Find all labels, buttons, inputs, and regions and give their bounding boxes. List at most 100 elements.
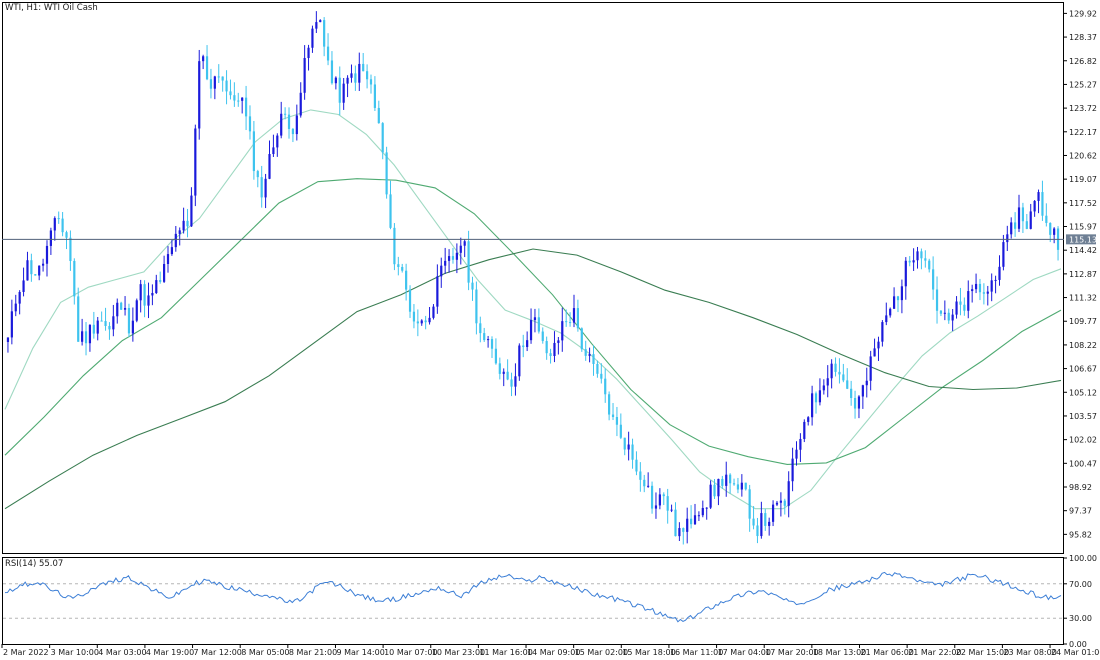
candle-body <box>795 449 798 459</box>
candle-body <box>264 178 267 198</box>
time-tick-label: 17 Mar 20:00 <box>765 648 818 657</box>
candle-body <box>377 107 380 124</box>
candle-body <box>838 371 841 375</box>
candle-body <box>604 378 607 395</box>
candle-body <box>568 322 572 324</box>
candle-body <box>408 289 412 312</box>
candle-body <box>397 264 400 267</box>
rsi-line <box>4 571 1062 623</box>
time-tick-label: 22 Mar 15:00 <box>956 648 1009 657</box>
candle-body <box>471 282 474 290</box>
candle-body <box>611 414 615 418</box>
price-y-tick-label: 108.22 <box>1069 341 1097 350</box>
time-tick-label: 14 Mar 09:00 <box>527 648 580 657</box>
price-y-tick-label: 115.97 <box>1069 223 1097 232</box>
candle-body <box>647 485 650 487</box>
candle-body <box>202 56 205 62</box>
candle-body <box>619 424 622 438</box>
candle-body <box>213 76 216 89</box>
candle-body <box>10 311 13 338</box>
price-y-tick-label: 95.82 <box>1069 530 1092 539</box>
candle-body <box>315 22 318 29</box>
candle-body <box>163 264 166 282</box>
candle-body <box>416 321 419 324</box>
candle-body <box>822 385 825 391</box>
price-plot-frame <box>2 2 1064 554</box>
candle-body <box>65 232 68 238</box>
candle-body <box>932 269 935 290</box>
moving-average-line-3 <box>4 248 1062 510</box>
candle-body <box>1010 222 1013 235</box>
candle-body <box>643 479 646 487</box>
time-tick-label: 10 Mar 07:00 <box>384 648 437 657</box>
candle-body <box>959 301 962 305</box>
candle-body <box>818 390 822 403</box>
candle-body <box>217 76 220 78</box>
candle-body <box>459 245 462 253</box>
candles-group <box>6 11 1060 545</box>
candle-body <box>935 289 939 311</box>
candle-body <box>900 286 903 301</box>
candle-body <box>143 284 146 306</box>
price-y-tick-label: 102.02 <box>1069 436 1097 445</box>
candle-body <box>615 417 619 425</box>
candle-body <box>545 341 548 354</box>
candle-body <box>639 471 642 480</box>
candle-body <box>514 376 517 387</box>
candle-body <box>57 218 60 220</box>
candle-body <box>108 325 111 330</box>
candle-body <box>947 312 950 321</box>
candle-body <box>365 71 369 80</box>
candle-body <box>1002 242 1005 267</box>
price-y-tick-label: 119.07 <box>1069 175 1097 184</box>
candle-body <box>623 437 626 450</box>
candle-body <box>342 83 345 103</box>
candle-body <box>326 46 330 61</box>
candle-body <box>701 507 704 516</box>
candle-body <box>225 80 228 92</box>
candle-body <box>526 340 529 348</box>
candle-body <box>38 265 41 276</box>
time-tick-label: 23 Mar 08:00 <box>1003 648 1056 657</box>
moving-average-line-2 <box>4 178 1062 465</box>
candle-body <box>600 373 603 379</box>
candle-body <box>998 266 1001 280</box>
candle-body <box>885 315 888 323</box>
candle-body <box>373 84 376 108</box>
candle-body <box>775 502 779 505</box>
candle-body <box>116 302 119 317</box>
candle-body <box>881 322 884 342</box>
candle-body <box>104 321 107 326</box>
candle-body <box>588 354 591 356</box>
candle-body <box>45 245 49 264</box>
candle-body <box>892 296 896 309</box>
candle-body <box>1025 221 1028 229</box>
candle-body <box>463 241 466 246</box>
candle-body <box>670 509 673 511</box>
candle-body <box>53 218 56 231</box>
candle-body <box>209 79 213 89</box>
candle-body <box>1017 207 1021 229</box>
candle-body <box>787 481 790 506</box>
candle-body <box>971 289 974 292</box>
candle-body <box>260 177 263 198</box>
candle-body <box>1049 222 1052 235</box>
candle-body <box>814 393 818 403</box>
candle-body <box>440 265 443 277</box>
time-tick-label: 18 Mar 13:00 <box>813 648 866 657</box>
candle-body <box>533 317 537 321</box>
price-y-tick-label: 120.62 <box>1069 151 1097 160</box>
price-y-tick-label: 126.82 <box>1069 57 1097 66</box>
candle-body <box>764 513 767 526</box>
candle-body <box>721 478 724 486</box>
candle-body <box>182 220 185 231</box>
time-tick-label: 21 Mar 22:00 <box>908 648 961 657</box>
candle-body <box>842 374 845 381</box>
candle-body <box>170 247 174 255</box>
candle-body <box>494 348 498 364</box>
candle-body <box>354 73 357 83</box>
candle-body <box>662 494 665 497</box>
price-y-tick-label: 100.47 <box>1069 459 1097 468</box>
candle-body <box>584 349 587 356</box>
